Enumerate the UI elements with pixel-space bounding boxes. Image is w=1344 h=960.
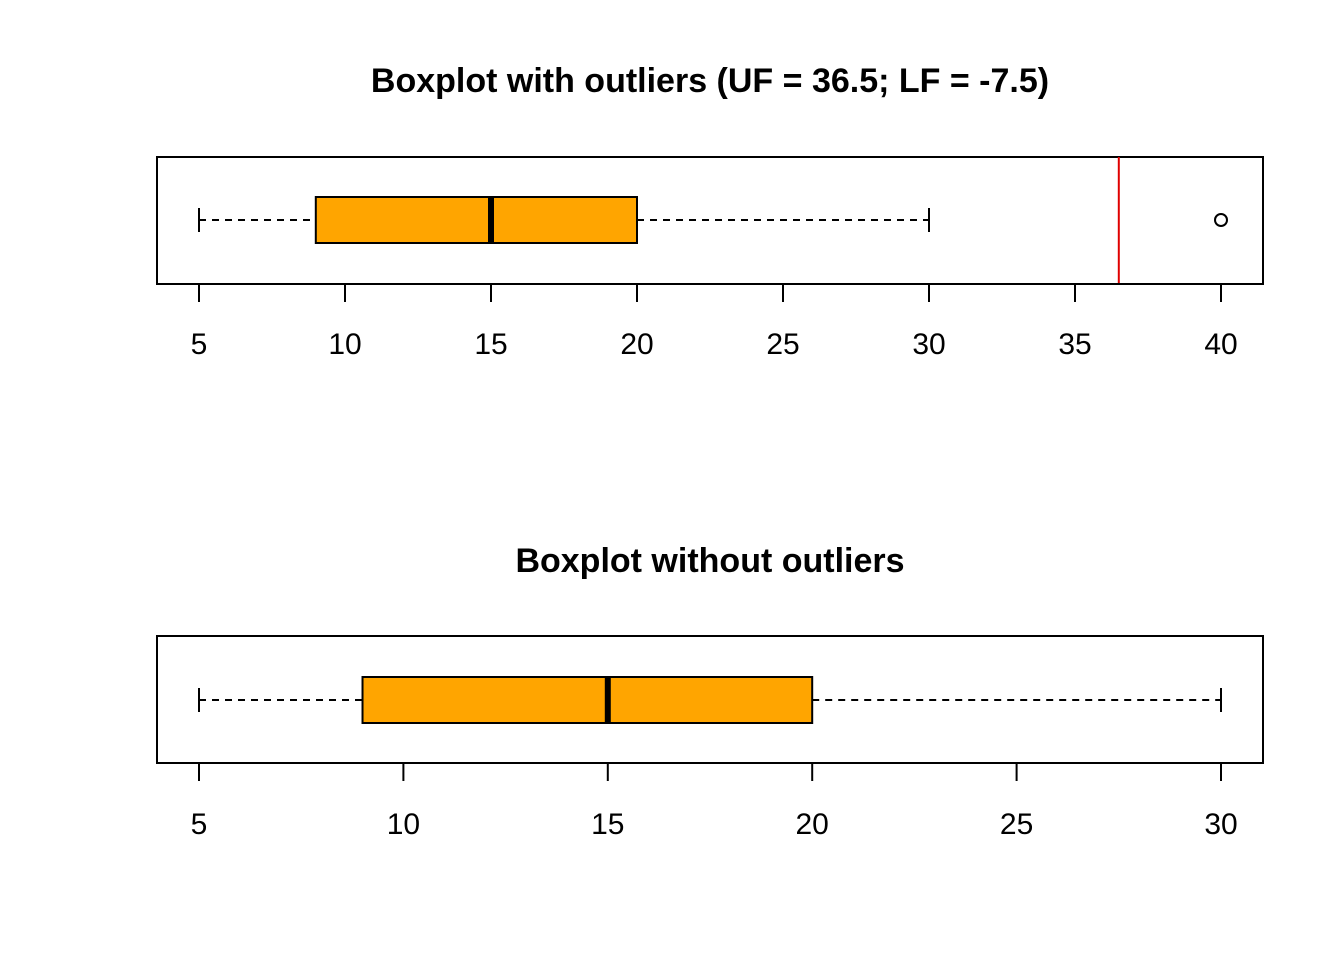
chart-title: Boxplot without outliers bbox=[515, 542, 904, 580]
x-tick-label: 35 bbox=[1058, 328, 1091, 361]
x-tick-label: 20 bbox=[796, 808, 829, 841]
outlier-point bbox=[1214, 213, 1228, 227]
x-tick-label: 15 bbox=[591, 808, 624, 841]
x-tick-label: 40 bbox=[1204, 328, 1237, 361]
plot-marks: 5 10 15 20 25 30 bbox=[191, 676, 1238, 841]
iqr-box bbox=[361, 676, 814, 724]
x-tick-label: 30 bbox=[912, 328, 945, 361]
chart-title: Boxplot with outliers (UF = 36.5; LF = -… bbox=[371, 62, 1049, 100]
x-tick-label: 10 bbox=[328, 328, 361, 361]
x-tick-label: 15 bbox=[474, 328, 507, 361]
boxplot-with-outliers-panel: Boxplot with outliers (UF = 36.5; LF = -… bbox=[156, 62, 1264, 361]
x-tick-label: 10 bbox=[387, 808, 420, 841]
boxplot-without-outliers-panel: Boxplot without outliers 5 10 15 20 25 30 bbox=[156, 542, 1264, 841]
x-tick-label: 20 bbox=[620, 328, 653, 361]
x-tick-label: 30 bbox=[1204, 808, 1237, 841]
x-tick-label: 25 bbox=[1000, 808, 1033, 841]
iqr-box bbox=[314, 196, 638, 244]
plot-marks: 5 10 15 20 25 30 35 40 bbox=[191, 157, 1238, 361]
x-tick-label: 5 bbox=[191, 808, 208, 841]
x-tick-label: 5 bbox=[191, 328, 208, 361]
x-tick-label: 25 bbox=[766, 328, 799, 361]
